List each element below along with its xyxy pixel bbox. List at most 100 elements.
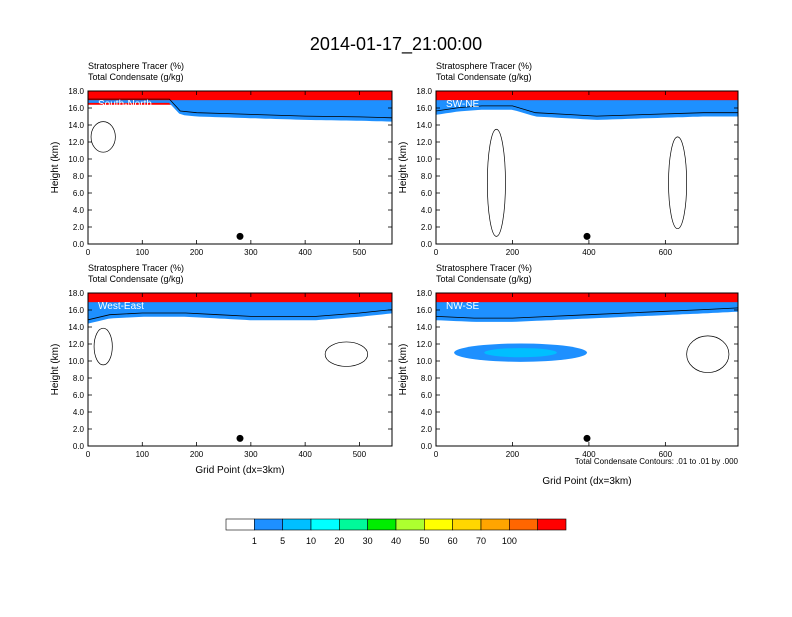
y-tick-label: 18.0: [416, 87, 432, 96]
y-tick-label: 0.0: [73, 442, 85, 451]
colorbar-swatch: [537, 518, 567, 531]
y-axis-label: Height (km): [398, 344, 409, 396]
condensate-contour: [90, 121, 116, 153]
y-tick-label: 4.0: [421, 408, 433, 417]
colorbar-swatch: [452, 518, 482, 531]
tropopause-contour: [88, 98, 393, 119]
colorbar-swatch: [225, 518, 255, 531]
colorbar-label: 40: [391, 536, 401, 546]
y-tick-label: 18.0: [68, 87, 84, 96]
y-tick-label: 10.0: [416, 357, 432, 366]
colorbar-label: 100: [502, 536, 517, 546]
tracer-band-top: [88, 91, 392, 101]
y-tick-label: 10.0: [68, 155, 84, 164]
tracer-band-top: [436, 293, 738, 303]
x-tick-label: 0: [434, 450, 439, 459]
panels: 0.0 2.0 4.0 6.0 8.0 10.0 12.0 14.0 16.0 18.0 0 100 2…: [50, 61, 739, 487]
x-tick-label: 100: [136, 450, 150, 459]
x-axis-label: Grid Point (dx=3km): [195, 465, 284, 476]
y-tick-label: 2.0: [421, 223, 433, 232]
colorbar-swatch: [509, 518, 538, 531]
y-tick-label: 14.0: [68, 121, 84, 130]
colorbar-label: 30: [363, 536, 373, 546]
y-tick-label: 2.0: [73, 223, 85, 232]
y-tick-label: 6.0: [73, 391, 85, 400]
x-tick-label: 500: [353, 248, 367, 257]
y-tick-label: 12.0: [68, 340, 84, 349]
panel-south-north: 0.0 2.0 4.0 6.0 8.0 10.0 12.0 14.0 16.0 18.0 0 100 2…: [50, 61, 393, 257]
plot-frame: [87, 90, 393, 245]
tracer-band-top: [436, 91, 738, 101]
colorbar-label: 60: [448, 536, 458, 546]
y-tick-label: 14.0: [416, 323, 432, 332]
y-tick-label: 8.0: [73, 172, 85, 181]
colorbar-swatch: [424, 518, 453, 531]
panel-west-east: 0.0 2.0 4.0 6.0 8.0 10.0 12.0 14.0 16.0 18.0 0 100 2…: [50, 263, 393, 476]
panel-label: SW-NE: [446, 99, 479, 110]
y-tick-label: 0.0: [73, 240, 85, 249]
x-tick-label: 600: [659, 450, 673, 459]
x-tick-label: 200: [190, 248, 204, 257]
figure-title: 2014-01-17_21:00:00: [310, 34, 482, 55]
y-tick-label: 12.0: [416, 340, 432, 349]
x-tick-label: 200: [506, 450, 520, 459]
y-tick-label: 8.0: [421, 172, 433, 181]
panel-title-line: Stratosphere Tracer (%): [436, 61, 532, 71]
panel-title-line: Total Condensate (g/kg): [88, 72, 184, 82]
y-axis-label: Height (km): [398, 142, 409, 194]
y-tick-label: 18.0: [68, 289, 84, 298]
colorbar-label: 5: [280, 536, 285, 546]
colorbar-label: 10: [306, 536, 316, 546]
y-tick-label: 10.0: [416, 155, 432, 164]
location-marker: [583, 434, 591, 442]
x-tick-label: 400: [582, 248, 596, 257]
y-axis-label: Height (km): [50, 344, 61, 396]
y-tick-label: 16.0: [68, 104, 84, 113]
y-tick-label: 0.0: [421, 240, 433, 249]
tropopause-contour: [435, 105, 738, 117]
location-marker: [236, 232, 244, 240]
x-tick-label: 0: [434, 248, 439, 257]
condensate-contour: [686, 335, 730, 373]
y-tick-label: 18.0: [416, 289, 432, 298]
x-tick-label: 400: [582, 450, 596, 459]
y-tick-label: 14.0: [68, 323, 84, 332]
x-tick-label: 500: [353, 450, 367, 459]
y-tick-label: 16.0: [416, 306, 432, 315]
x-tick-label: 100: [136, 248, 150, 257]
colorbar-swatch: [367, 518, 397, 531]
panel-title-line: Stratosphere Tracer (%): [88, 61, 184, 71]
panel-title-line: Total Condensate (g/kg): [436, 72, 532, 82]
colorbar: 1 5 10 20 30 40 50 60 70 100: [225, 518, 567, 546]
y-tick-label: 6.0: [421, 189, 433, 198]
colorbar-label: 1: [252, 536, 257, 546]
condensate-contour: [324, 341, 369, 367]
tropopause-contour: [87, 309, 393, 321]
colorbar-swatch: [310, 518, 340, 531]
x-tick-label: 0: [86, 450, 91, 459]
y-tick-label: 6.0: [421, 391, 433, 400]
x-tick-label: 300: [244, 248, 258, 257]
y-tick-label: 8.0: [421, 374, 433, 383]
panel-title-line: Stratosphere Tracer (%): [88, 263, 184, 273]
y-tick-label: 4.0: [73, 408, 85, 417]
location-marker: [583, 232, 591, 240]
y-tick-label: 4.0: [73, 206, 85, 215]
tropopause-contour: [435, 307, 739, 319]
x-tick-label: 400: [298, 450, 312, 459]
y-tick-label: 14.0: [416, 121, 432, 130]
panel-title-line: Total Condensate (g/kg): [88, 274, 184, 284]
colorbar-swatch: [282, 518, 312, 531]
colorbar-label: 70: [476, 536, 486, 546]
colorbar-swatch: [395, 518, 425, 531]
panel-title-line: Total Condensate (g/kg): [436, 274, 532, 284]
colorbar-swatch: [339, 518, 368, 531]
contour-note: Total Condensate Contours: .01 to .01 by…: [575, 457, 739, 466]
y-tick-label: 16.0: [68, 306, 84, 315]
y-axis-label: Height (km): [50, 142, 61, 194]
plot-frame: [435, 292, 739, 447]
x-tick-label: 300: [244, 450, 258, 459]
y-tick-label: 4.0: [421, 206, 433, 215]
panel-label: NW-SE: [446, 301, 479, 312]
colorbar-swatch: [254, 518, 283, 531]
